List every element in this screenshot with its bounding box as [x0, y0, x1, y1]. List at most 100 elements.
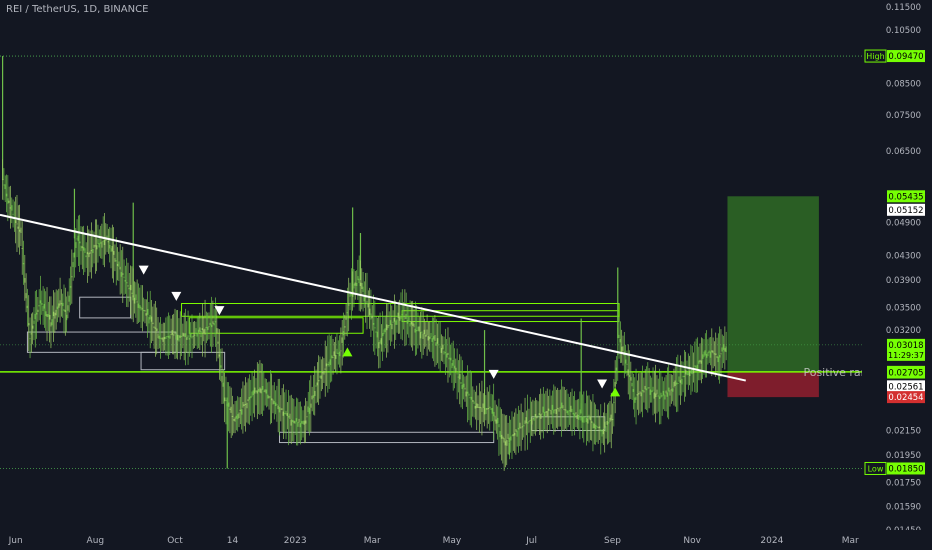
candle	[449, 357, 452, 361]
candle	[75, 242, 77, 248]
candle	[336, 348, 338, 354]
candle	[601, 430, 603, 437]
candle	[258, 388, 260, 392]
candle	[498, 424, 500, 428]
candle	[285, 410, 287, 415]
candle	[378, 342, 380, 349]
buy-signal-icon	[342, 347, 353, 357]
candle	[160, 337, 162, 339]
candle	[186, 337, 188, 340]
candle	[331, 355, 333, 359]
candle	[11, 205, 13, 211]
candle	[71, 276, 73, 278]
candle	[499, 431, 501, 438]
candle	[260, 388, 262, 394]
candle	[167, 335, 170, 338]
candle	[38, 305, 40, 307]
candle	[130, 284, 132, 291]
candle	[224, 397, 226, 402]
candle	[502, 436, 504, 439]
candle	[158, 335, 160, 339]
candle	[247, 399, 249, 402]
candle	[472, 399, 474, 402]
candle	[56, 306, 59, 310]
candle	[204, 328, 206, 335]
candle	[422, 333, 424, 339]
candle	[72, 262, 74, 268]
candle	[491, 408, 493, 414]
candle	[653, 392, 655, 399]
candle	[700, 360, 702, 364]
candle	[658, 396, 661, 399]
candle	[691, 368, 693, 375]
candle	[161, 337, 163, 340]
candle	[5, 193, 8, 197]
candle	[2, 179, 4, 181]
candle	[404, 317, 406, 319]
y-tick-label: 0.01950	[886, 451, 921, 461]
candle	[453, 365, 456, 369]
candle	[62, 302, 64, 307]
x-tick-label: Sep	[604, 536, 621, 546]
candle	[251, 391, 253, 397]
candle	[197, 329, 200, 333]
candle	[110, 248, 112, 252]
candle	[133, 297, 136, 304]
candle	[598, 426, 601, 429]
candle	[154, 327, 157, 329]
candle	[725, 346, 727, 353]
trendline[interactable]	[0, 213, 746, 382]
time-axis[interactable]	[0, 530, 932, 550]
price-label-box	[887, 391, 925, 404]
candle	[456, 373, 458, 375]
candle	[521, 426, 524, 428]
stop-zone[interactable]	[727, 371, 819, 398]
price-axis[interactable]	[862, 0, 932, 550]
candle	[92, 249, 94, 254]
candle	[662, 390, 665, 396]
candle	[722, 344, 725, 350]
candle	[594, 424, 597, 430]
candle	[567, 410, 569, 416]
candle	[194, 334, 196, 336]
candle	[634, 397, 636, 403]
candle	[76, 238, 78, 240]
candle	[63, 308, 65, 312]
candle	[507, 433, 509, 439]
zone-box-2[interactable]	[140, 351, 226, 371]
candle	[529, 419, 531, 421]
candle	[244, 403, 247, 405]
candle	[375, 331, 377, 333]
candle	[338, 351, 341, 357]
candle	[299, 423, 301, 428]
candle	[540, 414, 542, 419]
candle	[42, 305, 44, 312]
candle	[284, 413, 286, 415]
candle	[340, 350, 342, 352]
candle	[303, 420, 305, 425]
price-label-box	[887, 203, 925, 216]
candle	[681, 378, 683, 385]
candle	[79, 241, 81, 244]
candle	[269, 396, 271, 398]
candle	[679, 380, 682, 383]
candle	[359, 282, 362, 287]
candle	[187, 335, 189, 338]
candle	[175, 334, 177, 340]
candle	[606, 421, 608, 425]
candle	[286, 413, 288, 417]
candle	[566, 410, 568, 414]
candle	[109, 244, 111, 249]
target-zone[interactable]	[727, 196, 819, 372]
candle	[205, 326, 207, 328]
candle	[380, 338, 382, 345]
candle	[234, 417, 236, 422]
candle	[401, 314, 403, 316]
candle	[290, 419, 292, 426]
candle	[321, 371, 324, 374]
price-tag-text: Low	[868, 464, 884, 473]
sell-signal-icon	[214, 306, 225, 316]
y-tick-label: 0.01590	[886, 503, 921, 513]
